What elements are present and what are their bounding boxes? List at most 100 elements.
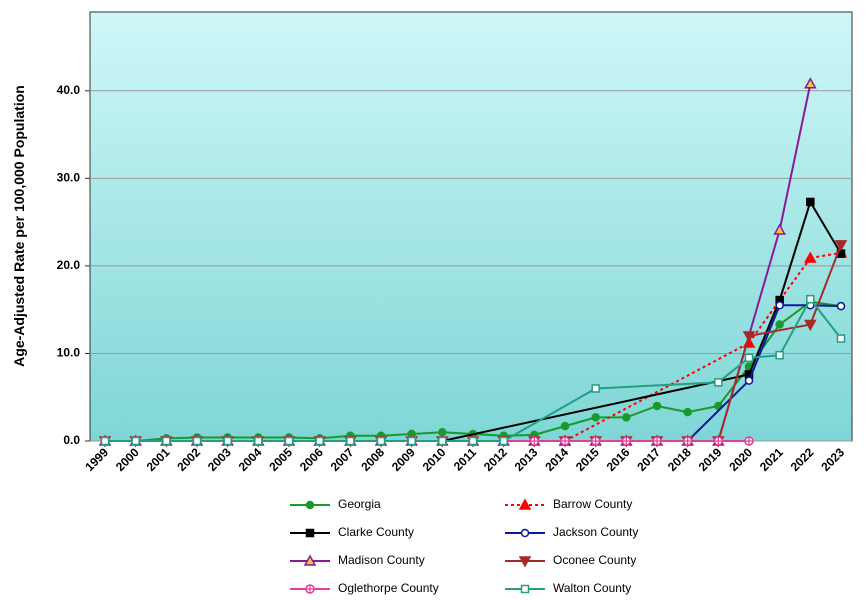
line-segment — [717, 335, 750, 442]
x-tick-label: 2012 — [481, 445, 510, 474]
point — [468, 436, 478, 446]
x-tick-label: 2002 — [174, 445, 203, 474]
line-segment — [534, 425, 566, 436]
x-tick-label: 2003 — [205, 445, 234, 474]
x-tick-label: 2020 — [726, 445, 755, 474]
line-segment — [748, 299, 781, 375]
x-tick-label: 2016 — [604, 445, 633, 474]
x-tick-label: 2000 — [113, 445, 142, 474]
point — [590, 436, 601, 446]
point — [520, 528, 530, 538]
point — [775, 350, 784, 360]
y-tick-label: 30.0 — [57, 171, 81, 185]
x-tick-label: 2019 — [696, 445, 725, 474]
y-axis-label: Age-Adjusted Rate per 100,000 Population — [11, 85, 27, 367]
point-cross — [530, 437, 539, 445]
point — [192, 436, 202, 446]
line-segment — [503, 387, 597, 442]
line-segment — [411, 431, 443, 435]
x-tick-label: 2017 — [634, 445, 663, 474]
point — [744, 376, 754, 385]
line-segment — [748, 354, 780, 359]
point — [775, 301, 784, 310]
line-segment — [809, 298, 842, 340]
point — [806, 197, 815, 207]
y-tick-label: 20.0 — [57, 258, 81, 272]
line-segment — [472, 432, 504, 437]
point — [438, 436, 447, 446]
point — [560, 421, 570, 431]
point-cross — [591, 437, 600, 445]
point — [223, 436, 232, 446]
x-tick-label: 2023 — [818, 445, 847, 474]
line-segment — [778, 83, 812, 231]
point — [773, 223, 786, 235]
x-tick-label: 2005 — [266, 445, 295, 474]
point — [529, 436, 540, 446]
line-segment — [442, 431, 474, 435]
y-tick-label: 10.0 — [57, 346, 81, 360]
x-tick-label: 2011 — [451, 445, 480, 474]
series — [100, 294, 846, 446]
line-segment — [564, 416, 596, 428]
x-tick-label: 2008 — [358, 445, 387, 474]
x-tick-label: 2006 — [297, 445, 326, 474]
y-tick-label: 40.0 — [57, 83, 81, 97]
line-segment — [748, 304, 781, 381]
point — [376, 436, 386, 446]
point — [804, 251, 817, 263]
point — [518, 556, 532, 568]
x-tick-label: 1999 — [82, 445, 111, 474]
point — [806, 294, 815, 304]
point — [744, 436, 754, 446]
point — [622, 413, 631, 422]
point — [162, 436, 171, 446]
point — [499, 436, 508, 446]
point-cross — [714, 437, 723, 445]
series — [438, 197, 846, 446]
line-segment — [810, 251, 842, 260]
x-tick-label: 2009 — [389, 445, 418, 474]
point-cross — [622, 437, 631, 445]
legend-label: Clarke County — [338, 525, 414, 539]
x-tick-label: 2015 — [573, 445, 602, 474]
point — [836, 301, 846, 311]
point — [742, 331, 756, 343]
line-segment — [778, 298, 812, 356]
point — [591, 384, 600, 393]
line-segment — [687, 404, 719, 414]
point — [714, 378, 723, 387]
point — [804, 319, 817, 332]
line-segment — [380, 432, 412, 437]
point-cross — [561, 437, 569, 445]
legend-label: Walton County — [553, 581, 631, 595]
point-cross — [306, 585, 314, 593]
legend-label: Madison County — [338, 553, 425, 567]
point — [100, 436, 110, 446]
point — [254, 436, 263, 446]
point — [346, 436, 355, 446]
line-segment — [595, 381, 719, 390]
line-segment — [778, 201, 812, 301]
point — [560, 436, 570, 446]
plot-area — [89, 11, 853, 442]
point — [682, 436, 693, 446]
x-tick-label: 2001 — [144, 445, 173, 474]
point — [284, 436, 294, 446]
point — [804, 77, 817, 89]
point-cross — [653, 437, 661, 445]
point — [713, 436, 724, 446]
x-tick-label: 2013 — [512, 445, 541, 474]
point — [520, 584, 530, 594]
x-tick-label: 2007 — [328, 445, 357, 474]
point — [591, 413, 600, 422]
line-segment — [656, 404, 688, 414]
x-tick-label: 2010 — [420, 445, 449, 474]
x-tick-label: 2021 — [757, 445, 786, 474]
line-segment — [809, 244, 842, 325]
point-cross — [745, 437, 753, 445]
point — [407, 436, 416, 446]
line-segment — [809, 201, 842, 255]
point — [305, 584, 315, 594]
